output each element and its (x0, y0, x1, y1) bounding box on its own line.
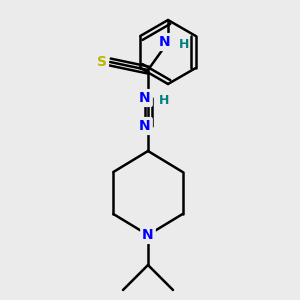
Text: N: N (159, 35, 171, 49)
Text: H: H (179, 38, 189, 52)
Text: S: S (97, 55, 107, 69)
Text: N: N (139, 91, 151, 105)
Text: N: N (142, 228, 154, 242)
Text: N: N (139, 119, 151, 133)
Text: H: H (159, 94, 169, 107)
